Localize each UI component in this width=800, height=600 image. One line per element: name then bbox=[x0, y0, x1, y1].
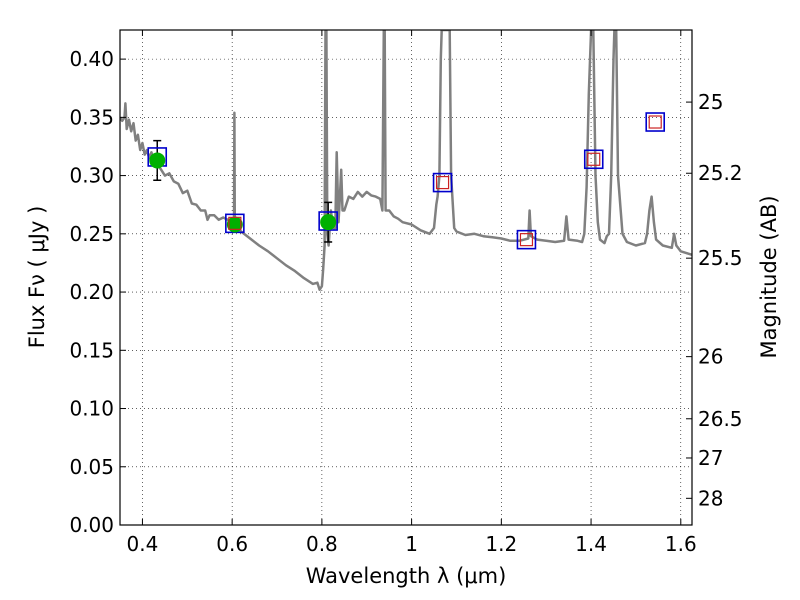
y-tick-label: 0.30 bbox=[69, 164, 114, 188]
model-photometry-box bbox=[645, 112, 666, 132]
y-tick-label: 0.35 bbox=[69, 105, 114, 129]
y-tick-label: 0.15 bbox=[69, 338, 114, 362]
grid-lines bbox=[120, 30, 692, 526]
x-tick-label: 0.4 bbox=[127, 532, 159, 556]
plot-area bbox=[120, 30, 692, 291]
model-photometry-box bbox=[516, 229, 537, 250]
y-tick-label: 0.20 bbox=[69, 280, 114, 304]
y-tick-label: 0.05 bbox=[69, 455, 114, 479]
observed-point bbox=[226, 216, 243, 233]
y-axis-label: Flux Fν ( μJy ) bbox=[25, 206, 49, 349]
mag-tick-label: 28 bbox=[698, 486, 723, 510]
observed-point bbox=[320, 214, 337, 231]
mag-tick-label: 26.5 bbox=[698, 407, 743, 431]
synthetic-point bbox=[435, 175, 450, 190]
x-tick-label: 1.6 bbox=[665, 532, 697, 556]
mag-tick-label: 26 bbox=[698, 345, 723, 369]
x-tick-label: 0.6 bbox=[216, 532, 248, 556]
y2-axis-label: Magnitude (AB) bbox=[757, 195, 781, 358]
x-tick-label: 1 bbox=[405, 532, 418, 556]
axis-ticks: 0.4 0.6 0.8 1 1.2 1.4 1.6 0.00 0.05 0.10 0.15 0.20 0… bbox=[69, 30, 743, 556]
y-tick-label: 0.00 bbox=[69, 513, 114, 537]
y-tick-label: 0.25 bbox=[69, 222, 114, 246]
mag-tick-label: 25.5 bbox=[698, 246, 743, 270]
mag-tick-label: 25.2 bbox=[698, 161, 743, 185]
model-photometry-box bbox=[583, 149, 604, 170]
mag-tick-label: 25 bbox=[698, 90, 723, 114]
mag-tick-label: 27 bbox=[698, 446, 723, 470]
synthetic-point bbox=[648, 115, 662, 129]
synthetic-point bbox=[228, 216, 242, 230]
model-photometry-box bbox=[432, 172, 453, 193]
x-tick-label: 1.2 bbox=[485, 532, 517, 556]
plot-frame bbox=[119, 29, 693, 526]
observed-point bbox=[149, 152, 166, 169]
x-axis-label: Wavelength λ (μm) bbox=[306, 564, 507, 588]
synthetic-point bbox=[587, 152, 601, 166]
x-tick-label: 1.4 bbox=[575, 532, 607, 556]
y-tick-label: 0.40 bbox=[69, 47, 114, 71]
x-tick-label: 0.8 bbox=[306, 532, 338, 556]
synthetic-point bbox=[519, 233, 534, 247]
y-tick-label: 0.10 bbox=[69, 397, 114, 421]
model-sed-line bbox=[120, 30, 692, 291]
